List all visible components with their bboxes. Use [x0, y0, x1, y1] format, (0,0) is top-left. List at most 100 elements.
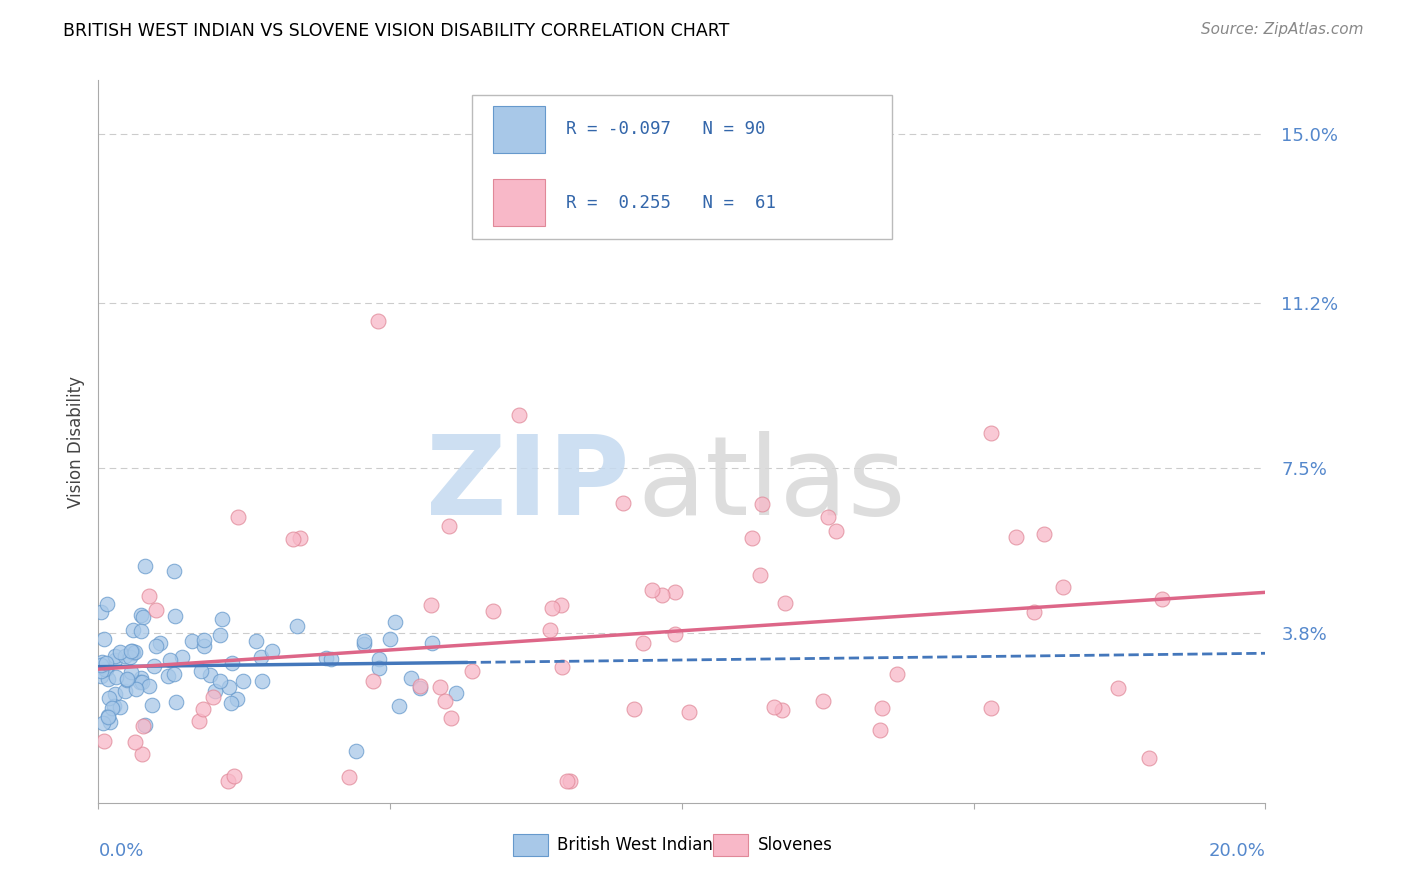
Point — [90, 664, 112, 678]
Point — [1005, 530, 1028, 544]
Point — [103, 653, 125, 667]
Point — [1052, 580, 1074, 594]
Point — [131, 610, 153, 624]
Point — [678, 705, 700, 719]
Point — [131, 671, 153, 685]
Point — [623, 702, 645, 716]
Point — [226, 692, 249, 706]
Point — [368, 652, 391, 666]
Point — [1024, 606, 1046, 620]
Point — [775, 596, 797, 610]
Point — [664, 626, 686, 640]
Point — [98, 714, 121, 729]
Point — [138, 679, 160, 693]
Point — [93, 632, 115, 646]
Point — [131, 747, 153, 761]
Point — [401, 671, 423, 685]
Text: R = -0.097   N = 90: R = -0.097 N = 90 — [567, 120, 766, 138]
Point — [191, 702, 214, 716]
Point — [551, 660, 574, 674]
Point — [134, 559, 156, 574]
Point — [93, 734, 115, 748]
Point — [353, 637, 375, 651]
Point — [157, 669, 180, 683]
Point — [290, 531, 312, 545]
Point — [508, 408, 530, 422]
Point — [538, 623, 561, 637]
Text: atlas: atlas — [637, 432, 905, 539]
Point — [384, 615, 406, 629]
Point — [337, 771, 360, 785]
Point — [770, 703, 793, 717]
Point — [101, 701, 124, 715]
Point — [367, 314, 389, 328]
Point — [96, 662, 118, 676]
Point — [749, 568, 772, 582]
FancyBboxPatch shape — [494, 179, 546, 227]
Point — [193, 639, 215, 653]
Point — [114, 683, 136, 698]
Point — [115, 672, 138, 686]
Point — [120, 650, 142, 665]
Point — [408, 680, 430, 694]
Point — [281, 533, 304, 547]
Point — [122, 646, 145, 660]
Point — [91, 715, 114, 730]
Point — [108, 699, 131, 714]
Point — [208, 674, 231, 689]
FancyBboxPatch shape — [513, 834, 548, 855]
Point — [181, 633, 204, 648]
Point — [869, 723, 891, 737]
Point — [287, 618, 309, 632]
Point — [461, 665, 484, 679]
Point — [409, 681, 432, 696]
Point — [188, 714, 211, 728]
Point — [824, 524, 846, 539]
Point — [141, 698, 163, 712]
Point — [541, 601, 564, 615]
Point — [97, 710, 120, 724]
Point — [211, 612, 233, 626]
Point — [344, 744, 367, 758]
Point — [433, 694, 456, 708]
Point — [481, 604, 503, 618]
Point — [114, 649, 136, 664]
Point — [97, 708, 120, 723]
Point — [129, 674, 152, 689]
Point — [232, 674, 254, 689]
Point — [138, 589, 160, 603]
Point — [763, 699, 786, 714]
Point — [115, 673, 138, 687]
Point — [90, 655, 112, 669]
FancyBboxPatch shape — [494, 105, 546, 153]
Point — [103, 699, 125, 714]
Point — [145, 603, 167, 617]
Point — [250, 649, 273, 664]
Point — [870, 701, 893, 715]
Point — [440, 710, 463, 724]
Point — [193, 632, 215, 647]
Point — [159, 653, 181, 667]
Point — [444, 686, 467, 700]
Point — [163, 609, 186, 624]
Point — [131, 674, 153, 689]
Point — [550, 599, 572, 613]
Point — [104, 669, 127, 683]
Point — [817, 510, 839, 524]
Point — [558, 773, 581, 788]
Text: ZIP: ZIP — [426, 432, 630, 539]
Point — [250, 674, 273, 689]
Point — [143, 658, 166, 673]
Point — [388, 698, 411, 713]
Point — [245, 633, 267, 648]
Point — [121, 623, 143, 637]
Point — [209, 628, 232, 642]
Point — [219, 696, 242, 710]
Point — [218, 680, 240, 694]
Point — [980, 425, 1002, 440]
Point — [165, 695, 187, 709]
Point — [228, 510, 250, 524]
Point — [134, 718, 156, 732]
Text: Slovenes: Slovenes — [758, 836, 832, 854]
Point — [129, 624, 152, 638]
